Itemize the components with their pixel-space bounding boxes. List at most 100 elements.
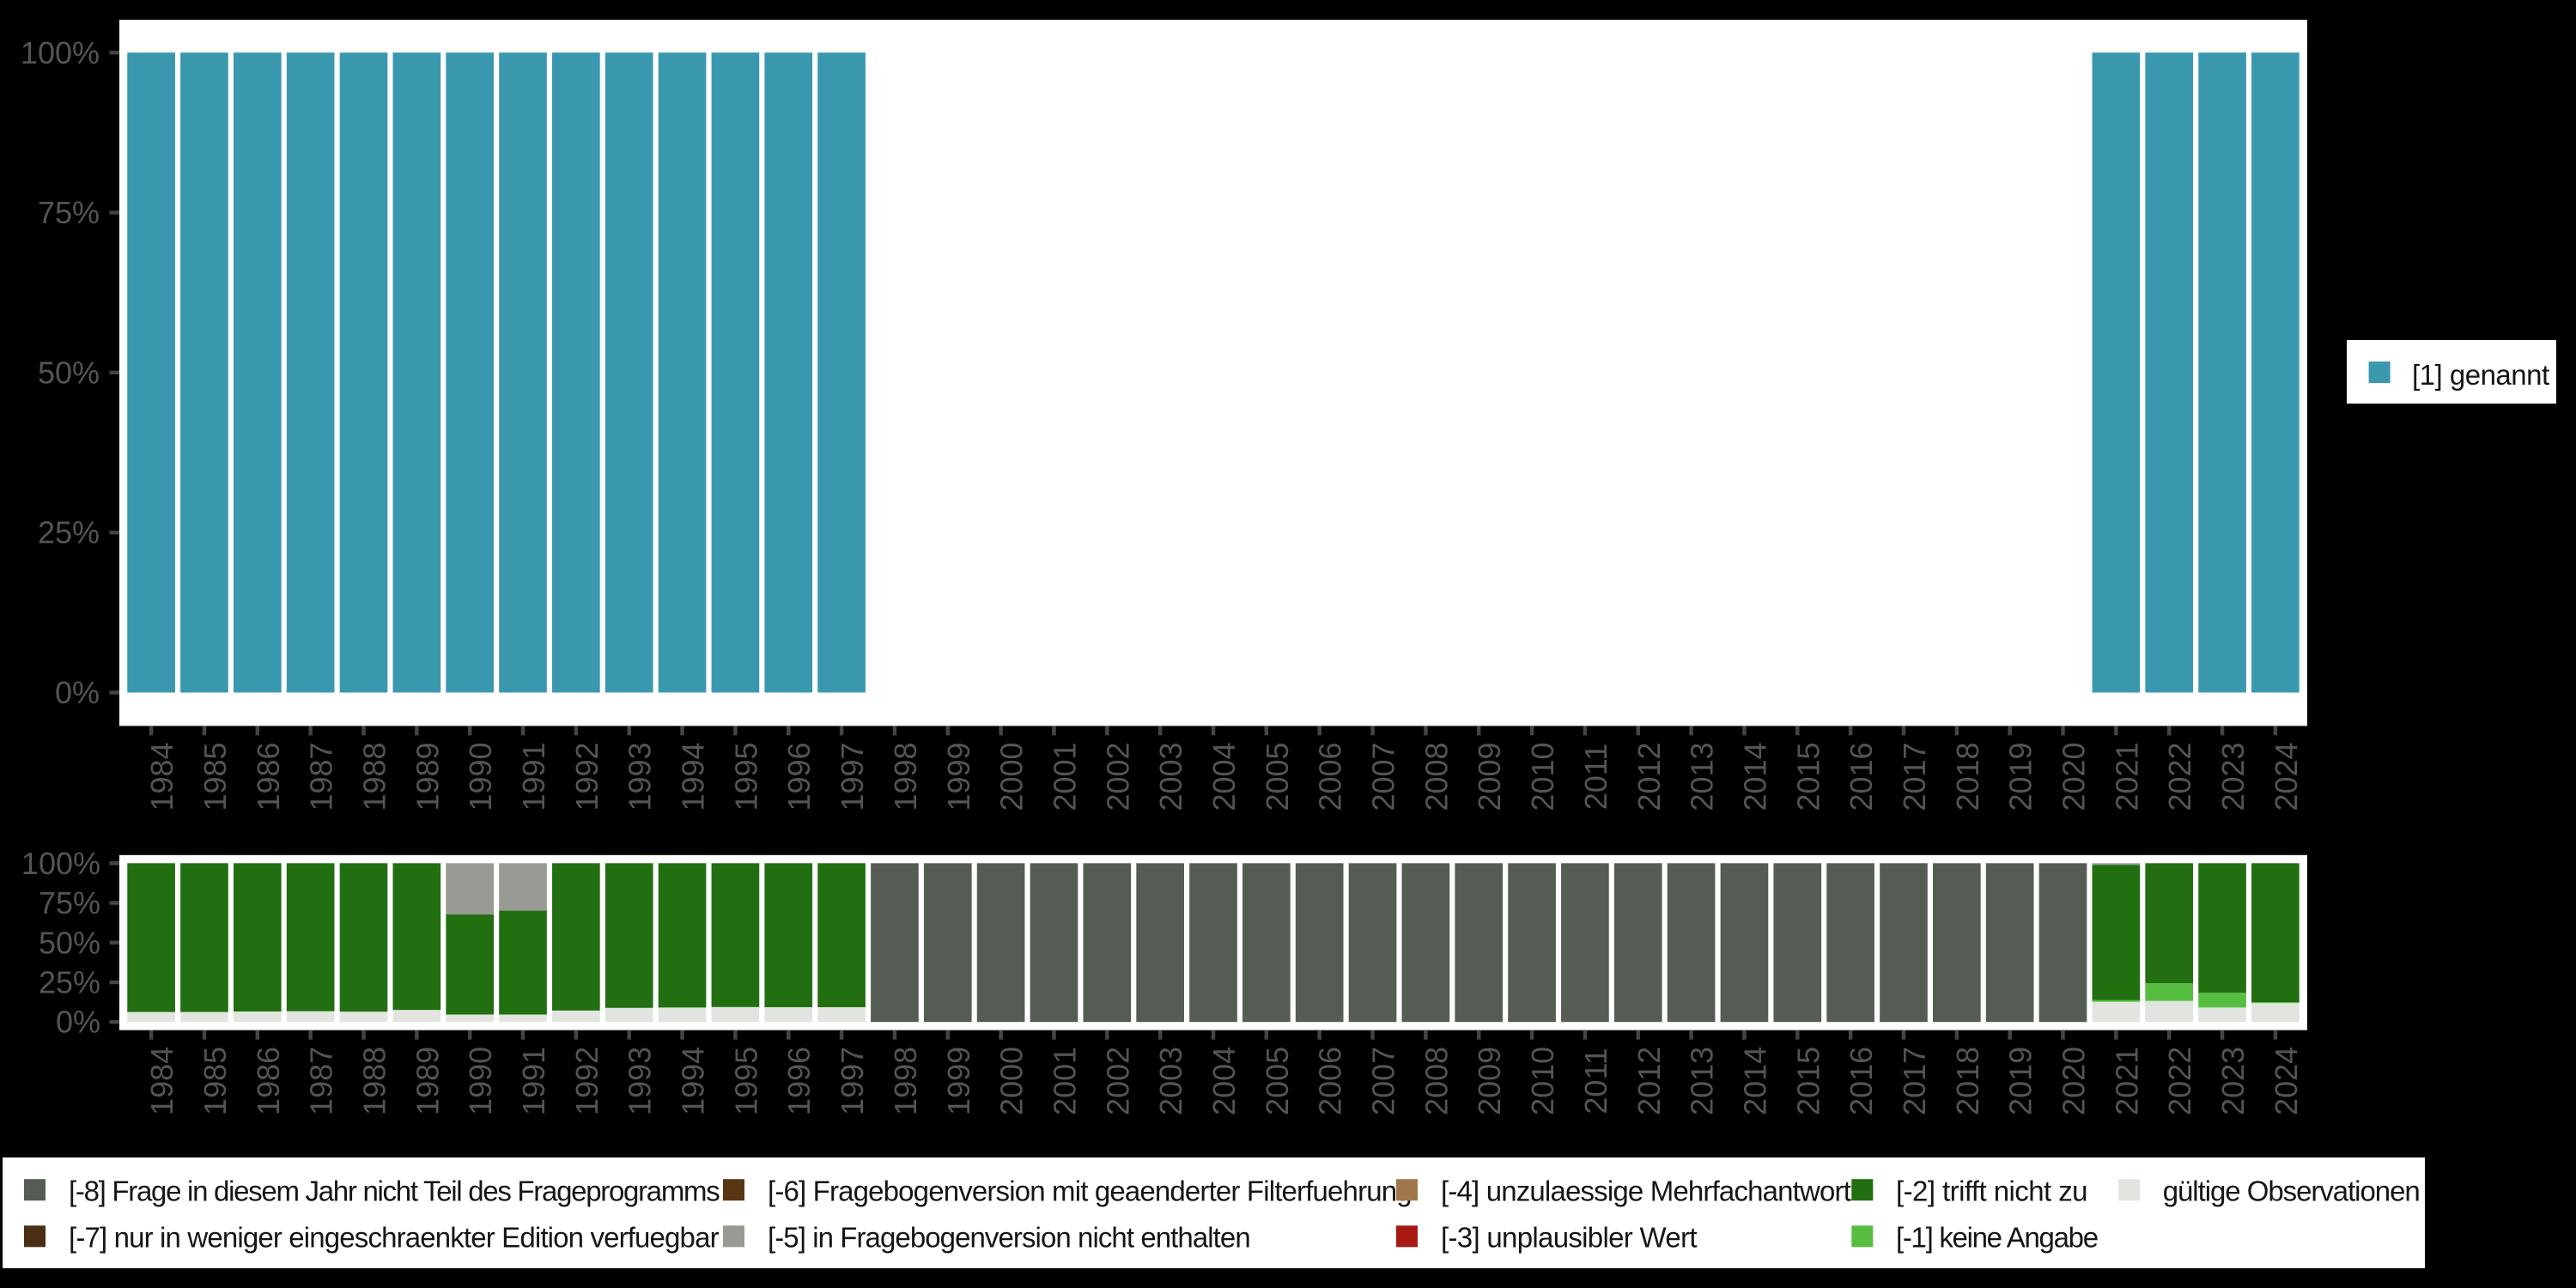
- svg-text:1991: 1991: [516, 1047, 551, 1115]
- svg-text:[-4] unzulaessige Mehrfachantw: [-4] unzulaessige Mehrfachantwort: [1441, 1176, 1851, 1207]
- svg-text:50%: 50%: [38, 355, 100, 390]
- svg-text:25%: 25%: [39, 964, 100, 999]
- svg-text:[-7] nur in weniger eingeschra: [-7] nur in weniger eingeschraenkter Edi…: [69, 1222, 720, 1254]
- svg-text:100%: 100%: [21, 35, 100, 70]
- svg-text:1989: 1989: [410, 1047, 445, 1115]
- svg-text:2008: 2008: [1419, 742, 1454, 811]
- svg-text:1989: 1989: [410, 742, 445, 811]
- svg-text:2013: 2013: [1685, 742, 1720, 811]
- svg-text:2024: 2024: [2269, 1047, 2304, 1115]
- svg-text:2004: 2004: [1206, 1047, 1242, 1115]
- svg-text:gültige Observationen: gültige Observationen: [2163, 1176, 2420, 1207]
- svg-text:2017: 2017: [1897, 742, 1932, 811]
- svg-text:2003: 2003: [1153, 742, 1188, 811]
- svg-text:2003: 2003: [1153, 1047, 1188, 1115]
- svg-text:2021: 2021: [2109, 742, 2144, 811]
- svg-text:[-6] Fragebogenversion mit gea: [-6] Fragebogenversion mit geaenderter F…: [768, 1176, 1412, 1207]
- svg-text:1993: 1993: [623, 742, 658, 811]
- svg-text:2016: 2016: [1844, 742, 1879, 811]
- svg-text:1987: 1987: [304, 742, 339, 811]
- svg-text:1995: 1995: [728, 742, 763, 811]
- svg-text:2012: 2012: [1631, 742, 1667, 811]
- svg-text:2017: 2017: [1897, 1047, 1932, 1115]
- svg-text:2010: 2010: [1525, 742, 1560, 811]
- svg-text:1991: 1991: [516, 742, 551, 811]
- svg-text:1985: 1985: [197, 742, 233, 811]
- svg-text:2020: 2020: [2057, 742, 2092, 811]
- svg-text:[-2] trifft nicht zu: [-2] trifft nicht zu: [1896, 1176, 2087, 1207]
- svg-text:2018: 2018: [1950, 1047, 1985, 1115]
- svg-text:[-8] Frage in diesem Jahr nich: [-8] Frage in diesem Jahr nicht Teil des…: [69, 1176, 720, 1207]
- svg-text:2019: 2019: [2003, 1047, 2038, 1115]
- svg-text:2011: 2011: [1578, 1048, 1613, 1114]
- svg-text:2009: 2009: [1472, 1047, 1507, 1115]
- svg-text:1998: 1998: [888, 742, 923, 811]
- svg-text:1996: 1996: [781, 742, 817, 811]
- svg-text:2006: 2006: [1313, 1047, 1348, 1115]
- svg-text:2005: 2005: [1260, 1047, 1295, 1115]
- svg-text:2013: 2013: [1685, 1047, 1720, 1115]
- svg-text:75%: 75%: [38, 195, 100, 230]
- svg-text:[-5] in Fragebogenversion nich: [-5] in Fragebogenversion nicht enthalte…: [768, 1222, 1250, 1254]
- svg-text:0%: 0%: [55, 675, 100, 710]
- svg-text:1986: 1986: [251, 1047, 286, 1115]
- svg-text:1998: 1998: [888, 1047, 923, 1115]
- svg-text:1992: 1992: [569, 742, 605, 811]
- svg-text:1993: 1993: [623, 1047, 658, 1115]
- svg-text:2015: 2015: [1790, 742, 1826, 811]
- svg-text:2008: 2008: [1419, 1047, 1454, 1115]
- svg-text:2016: 2016: [1844, 1047, 1879, 1115]
- svg-text:2012: 2012: [1631, 1047, 1667, 1115]
- svg-text:2001: 2001: [1047, 742, 1082, 811]
- svg-text:2021: 2021: [2109, 1047, 2144, 1115]
- svg-text:2007: 2007: [1366, 1047, 1401, 1115]
- svg-text:2000: 2000: [994, 1047, 1030, 1115]
- svg-text:1994: 1994: [676, 1047, 711, 1115]
- svg-text:1995: 1995: [728, 1047, 763, 1115]
- svg-text:2014: 2014: [1737, 742, 1772, 811]
- svg-text:1992: 1992: [569, 1047, 605, 1115]
- svg-text:2022: 2022: [2162, 742, 2197, 811]
- svg-text:2014: 2014: [1737, 1047, 1772, 1115]
- svg-text:1996: 1996: [781, 1047, 817, 1115]
- svg-text:1997: 1997: [835, 1047, 870, 1115]
- svg-text:2000: 2000: [994, 742, 1030, 811]
- svg-text:2006: 2006: [1313, 742, 1348, 811]
- svg-text:2002: 2002: [1100, 1047, 1135, 1115]
- svg-text:25%: 25%: [38, 515, 100, 550]
- svg-text:1997: 1997: [835, 742, 870, 811]
- svg-text:1985: 1985: [197, 1047, 233, 1115]
- svg-text:1994: 1994: [676, 742, 711, 811]
- svg-text:50%: 50%: [39, 925, 100, 960]
- svg-text:75%: 75%: [39, 885, 100, 920]
- svg-text:2024: 2024: [2269, 742, 2304, 811]
- svg-text:100%: 100%: [21, 846, 100, 881]
- svg-text:2019: 2019: [2003, 742, 2038, 811]
- svg-text:1990: 1990: [463, 1047, 498, 1115]
- svg-text:2018: 2018: [1950, 742, 1985, 811]
- svg-text:2002: 2002: [1100, 742, 1135, 811]
- svg-text:[1] genannt: [1] genannt: [2412, 359, 2549, 391]
- svg-text:[-1] keine Angabe: [-1] keine Angabe: [1896, 1222, 2098, 1254]
- svg-text:2023: 2023: [2215, 742, 2251, 811]
- svg-text:2009: 2009: [1472, 742, 1507, 811]
- svg-text:1987: 1987: [304, 1047, 339, 1115]
- svg-text:2010: 2010: [1525, 1047, 1560, 1115]
- svg-text:1984: 1984: [144, 1047, 179, 1115]
- svg-text:[-3] unplausibler Wert: [-3] unplausibler Wert: [1441, 1222, 1697, 1254]
- svg-text:2001: 2001: [1047, 1047, 1082, 1115]
- svg-text:1986: 1986: [251, 742, 286, 811]
- svg-text:2015: 2015: [1790, 1047, 1826, 1115]
- svg-text:2023: 2023: [2215, 1047, 2251, 1115]
- svg-text:2022: 2022: [2162, 1047, 2197, 1115]
- svg-text:1988: 1988: [356, 742, 392, 811]
- svg-text:2004: 2004: [1206, 742, 1242, 811]
- svg-text:1999: 1999: [941, 742, 976, 811]
- svg-text:1988: 1988: [356, 1047, 392, 1115]
- svg-text:0%: 0%: [56, 1005, 100, 1040]
- svg-text:2007: 2007: [1366, 742, 1401, 811]
- svg-text:2005: 2005: [1260, 742, 1295, 811]
- svg-text:1984: 1984: [144, 742, 179, 811]
- svg-text:1999: 1999: [941, 1047, 976, 1115]
- svg-text:2020: 2020: [2057, 1047, 2092, 1115]
